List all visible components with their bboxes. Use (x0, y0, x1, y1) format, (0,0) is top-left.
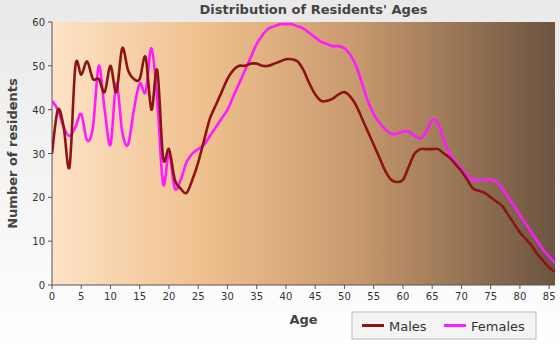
legend-box (352, 312, 536, 339)
x-tick (549, 285, 550, 289)
y-tick (48, 197, 52, 198)
x-tick (285, 285, 286, 289)
background (0, 0, 560, 353)
x-tick-label: 40 (280, 291, 293, 302)
x-tick (519, 285, 520, 289)
x-tick (461, 285, 462, 289)
x-tick (168, 285, 169, 289)
x-tick (402, 285, 403, 289)
plot-area (52, 22, 555, 285)
title: Distribution of Residents' Ages (200, 2, 428, 17)
x-tick (198, 285, 199, 289)
x-tick-label: 45 (309, 291, 322, 302)
x-tick-label: 85 (543, 291, 556, 302)
x-tick-label: 20 (163, 291, 176, 302)
legend: Males Females (352, 312, 536, 339)
y-tick-label: 50 (32, 61, 45, 72)
series-line (52, 48, 555, 272)
x-tick (490, 285, 491, 289)
legend-swatch (444, 324, 466, 327)
y-tick-label: 40 (32, 105, 45, 116)
series-line (52, 24, 555, 263)
y-tick-label: 60 (32, 17, 45, 28)
x-tick (139, 285, 140, 289)
y-tick (48, 285, 52, 286)
y-tick (48, 109, 52, 110)
legend-label: Females (471, 319, 525, 334)
x-tick-label: 50 (338, 291, 351, 302)
legend-swatch (362, 324, 384, 327)
x-tick-label: 75 (484, 291, 497, 302)
x-tick-label: 55 (367, 291, 380, 302)
y-tick (48, 22, 52, 23)
x-tick-label: 80 (514, 291, 527, 302)
y-tick-label: 30 (32, 149, 45, 160)
x-tick-label: 65 (426, 291, 439, 302)
y-tick-label: 0 (39, 280, 45, 291)
y-tick-label: 20 (32, 192, 45, 203)
x-tick (373, 285, 374, 289)
x-tick (315, 285, 316, 289)
x-tick (81, 285, 82, 289)
x-tick (52, 285, 53, 289)
x-tick-label: 5 (78, 291, 84, 302)
x-tick-label: 0 (49, 291, 55, 302)
x-axis-line (52, 285, 555, 286)
y-tick-label: 10 (32, 236, 45, 247)
x-axis-title: Age (289, 312, 317, 327)
x-tick-label: 35 (250, 291, 263, 302)
x-tick (256, 285, 257, 289)
x-tick-label: 30 (221, 291, 234, 302)
x-tick-label: 25 (192, 291, 205, 302)
chart: Distribution of Residents' Ages 0 10 20 30 40… (0, 0, 560, 353)
x-tick-label: 60 (397, 291, 410, 302)
y-tick (48, 153, 52, 154)
x-tick (432, 285, 433, 289)
x-tick-label: 70 (455, 291, 468, 302)
x-tick-label: 10 (104, 291, 117, 302)
legend-label: Males (389, 319, 427, 334)
x-tick-label: 15 (133, 291, 146, 302)
y-tick (48, 241, 52, 242)
x-tick (344, 285, 345, 289)
y-axis-title: Number of residents (5, 78, 20, 229)
y-tick (48, 65, 52, 66)
x-tick (227, 285, 228, 289)
series-group (52, 24, 555, 272)
x-tick (110, 285, 111, 289)
